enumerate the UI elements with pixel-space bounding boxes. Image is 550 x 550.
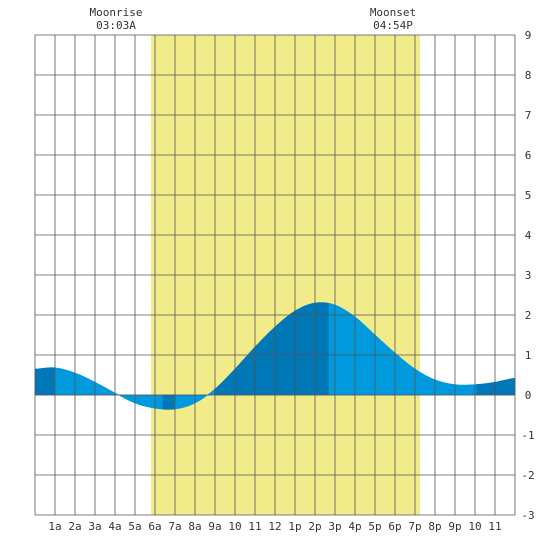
y-tick-label: 8 (525, 69, 532, 82)
moonrise-label: Moonrise (89, 6, 143, 19)
x-tick-label: 5a (128, 520, 141, 533)
tide-segment-4 (214, 302, 330, 396)
x-tick-label: 4a (108, 520, 121, 533)
x-tick-label: 8p (428, 520, 441, 533)
y-tick-label: 7 (525, 109, 532, 122)
x-tick-label: 11 (248, 520, 261, 533)
x-tick-label: 3a (88, 520, 101, 533)
tide-segment-0 (34, 367, 56, 396)
moonset-label: Moonset (369, 6, 417, 19)
x-tick-label: 1p (288, 520, 301, 533)
y-tick-label: 4 (525, 229, 532, 242)
y-tick-label: -1 (521, 429, 534, 442)
x-axis-ticks: 1a 2a 3a 4a 5a 6a 7a 8a 9a 10 11 12 1p 2p 3p 4p 5p 6p 7p 8p… (48, 520, 501, 533)
y-tick-label: -3 (521, 509, 534, 522)
x-tick-label: 10 (468, 520, 481, 533)
y-tick-label: 9 (525, 29, 532, 42)
x-tick-label: 7a (168, 520, 181, 533)
x-tick-label: 7p (408, 520, 421, 533)
x-tick-label: 9a (208, 520, 221, 533)
y-tick-label: 3 (525, 269, 532, 282)
x-tick-label: 12 (268, 520, 281, 533)
x-tick-label: 11 (488, 520, 501, 533)
x-tick-label: 2a (68, 520, 81, 533)
moonset-time: 04:54P (373, 19, 413, 32)
x-tick-label: 1a (48, 520, 61, 533)
tide-segment-2 (162, 394, 176, 410)
x-tick-label: 5p (368, 520, 381, 533)
y-tick-label: -2 (521, 469, 534, 482)
chart-grid (34, 34, 516, 516)
tide-segment-6 (476, 377, 516, 396)
x-tick-label: 6p (388, 520, 401, 533)
y-tick-label: 1 (525, 349, 532, 362)
x-tick-label: 2p (308, 520, 321, 533)
x-tick-label: 6a (148, 520, 161, 533)
tide-segment-1 (54, 367, 164, 410)
y-tick-label: 6 (525, 149, 532, 162)
moonrise-info: Moonrise 03:03A (81, 6, 151, 32)
x-tick-label: 3p (328, 520, 341, 533)
moonrise-time: 03:03A (96, 19, 136, 32)
y-tick-label: 2 (525, 309, 532, 322)
y-axis-ticks: 9 8 7 6 5 4 3 2 1 0 -1 -2 -3 (521, 29, 534, 522)
moonset-info: Moonset 04:54P (358, 6, 428, 32)
x-tick-label: 10 (228, 520, 241, 533)
y-tick-label: 0 (525, 389, 532, 402)
x-tick-label: 8a (188, 520, 201, 533)
x-tick-label: 4p (348, 520, 361, 533)
y-tick-label: 5 (525, 189, 532, 202)
x-tick-label: 9p (448, 520, 461, 533)
